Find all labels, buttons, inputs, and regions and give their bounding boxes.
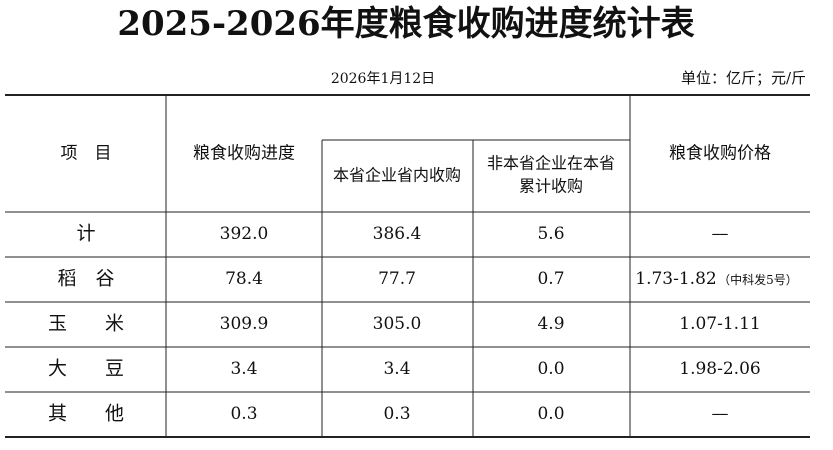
cell: — [712,404,729,424]
cell: 0.0 [537,404,564,424]
header-cell: 本省企业省内收购 [333,166,461,185]
cell: 0.0 [537,359,564,379]
cell: 78.4 [225,269,263,289]
cell: 4.9 [537,314,564,334]
header-cell: 累计收购 [519,177,583,196]
table-lines [5,94,810,438]
row-label: 计 [76,223,95,245]
header-cell: 粮食收购进度 [193,144,295,164]
price-note: （中科发5号） [718,272,798,287]
cell: 1.73-1.82 [635,269,716,289]
cell: 1.07-1.11 [679,314,760,334]
row-label: 大 豆 [48,358,124,380]
row-label: 其 他 [48,403,124,425]
title: 2025-2026年度粮食收购进度统计表 [117,4,694,44]
cell: 392.0 [220,224,269,244]
cell: 0.7 [537,269,564,289]
cell: 386.4 [373,224,422,244]
cell: 309.9 [220,314,269,334]
header-cell: 项 目 [61,144,112,164]
unit: 单位：亿斤；元/斤 [681,69,806,87]
cell: 3.4 [383,359,410,379]
date: 2026年1月12日 [331,71,435,87]
header-cell: 粮食收购价格 [669,144,771,164]
cell: 3.4 [230,359,257,379]
row-label: 玉 米 [48,313,124,335]
cell: — [712,224,729,244]
cell: 5.6 [537,224,564,244]
cell: 0.3 [383,404,410,424]
cell: 0.3 [230,404,257,424]
header-cell: 非本省企业在本省 [487,154,615,173]
cell: 77.7 [378,269,416,289]
row-label: 稻 谷 [57,268,114,290]
cell: 1.98-2.06 [679,359,760,379]
cell: 305.0 [373,314,422,334]
